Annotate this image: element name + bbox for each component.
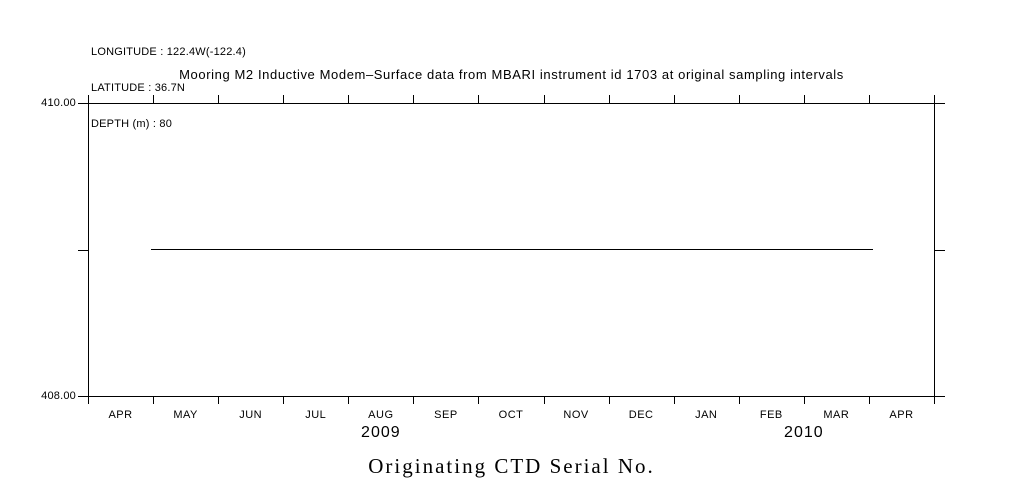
latitude-label: LATITUDE : 36.7N <box>91 82 186 94</box>
x-tick-bottom <box>868 396 870 404</box>
y-axis-label-max: 410.00 <box>41 97 76 109</box>
y-tick-right <box>934 249 945 251</box>
depth-label: DEPTH (m) : 80 <box>91 118 173 130</box>
x-tick-top <box>283 95 285 103</box>
x-tick-label: FEB <box>759 409 783 421</box>
x-tick-label: JUN <box>239 409 263 421</box>
x-tick-top <box>868 95 870 103</box>
x-tick-bottom <box>413 396 415 404</box>
x-tick-bottom <box>283 396 285 404</box>
year-label: 2009 <box>361 424 401 441</box>
x-tick-bottom <box>803 396 805 404</box>
x-tick-top <box>88 95 89 103</box>
x-tick-top <box>673 95 675 103</box>
x-tick-top <box>803 95 805 103</box>
y-tick-left <box>78 249 88 251</box>
chart-title: Mooring M2 Inductive Modem–Surface data … <box>179 67 844 82</box>
longitude-label: LONGITUDE : 122.4W(-122.4) <box>91 46 246 58</box>
x-tick-bottom <box>738 396 740 404</box>
x-tick-top <box>934 95 935 103</box>
x-tick-label: MAR <box>823 409 850 421</box>
y-tick-right <box>934 396 945 397</box>
x-tick-bottom <box>218 396 220 404</box>
y-tick-left <box>78 396 88 397</box>
x-tick-label: OCT <box>498 409 524 421</box>
y-tick-left <box>78 103 88 104</box>
x-tick-top <box>348 95 350 103</box>
x-tick-top <box>153 95 155 103</box>
x-tick-top <box>413 95 415 103</box>
x-tick-label: SEP <box>434 409 458 421</box>
x-tick-bottom <box>348 396 350 404</box>
x-tick-label: AUG <box>368 409 394 421</box>
x-tick-top <box>478 95 480 103</box>
x-tick-bottom <box>608 396 610 404</box>
y-axis-label-min: 408.00 <box>41 390 76 402</box>
x-tick-bottom <box>934 396 935 404</box>
x-tick-label: APR <box>108 409 133 421</box>
x-tick-label: APR <box>889 409 914 421</box>
x-tick-label: DEC <box>628 409 654 421</box>
x-tick-top <box>543 95 545 103</box>
x-tick-top <box>218 95 220 103</box>
x-tick-label: JUL <box>305 409 327 421</box>
x-tick-bottom <box>88 396 89 404</box>
x-tick-bottom <box>478 396 480 404</box>
y-tick-right <box>934 103 945 104</box>
x-tick-bottom <box>153 396 155 404</box>
x-tick-top <box>608 95 610 103</box>
year-label: 2010 <box>784 424 824 441</box>
x-tick-bottom <box>543 396 545 404</box>
bottom-axis-title: Originating CTD Serial No. <box>368 454 655 478</box>
x-tick-bottom <box>673 396 675 404</box>
data-series-line <box>151 248 873 251</box>
station-info: LONGITUDE : 122.4W(-122.4) LATITUDE : 36… <box>91 22 246 154</box>
x-tick-label: MAY <box>173 409 198 421</box>
x-tick-label: JAN <box>695 409 718 421</box>
x-tick-top <box>738 95 740 103</box>
x-tick-label: NOV <box>563 409 589 421</box>
